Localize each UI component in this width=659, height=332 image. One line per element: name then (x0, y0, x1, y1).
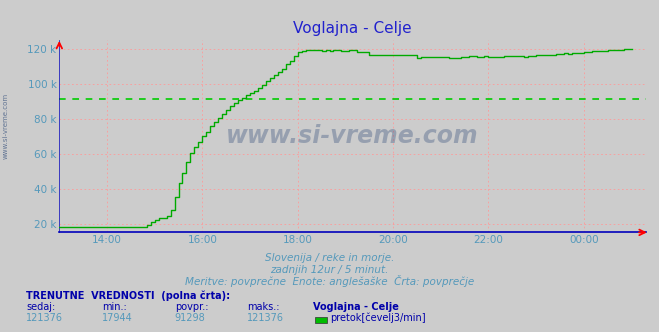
Text: maks.:: maks.: (247, 302, 279, 312)
Text: sedaj:: sedaj: (26, 302, 55, 312)
Text: Slovenija / reke in morje.: Slovenija / reke in morje. (265, 253, 394, 263)
Text: 121376: 121376 (247, 313, 284, 323)
Text: TRENUTNE  VREDNOSTI  (polna črta):: TRENUTNE VREDNOSTI (polna črta): (26, 290, 231, 301)
Text: 91298: 91298 (175, 313, 206, 323)
Text: pretok[čevelj3/min]: pretok[čevelj3/min] (330, 313, 426, 323)
Text: 121376: 121376 (26, 313, 63, 323)
Text: zadnjih 12ur / 5 minut.: zadnjih 12ur / 5 minut. (270, 265, 389, 275)
Text: Voglajna - Celje: Voglajna - Celje (313, 302, 399, 312)
Text: 17944: 17944 (102, 313, 133, 323)
Text: www.si-vreme.com: www.si-vreme.com (2, 93, 9, 159)
Text: min.:: min.: (102, 302, 127, 312)
Text: povpr.:: povpr.: (175, 302, 208, 312)
Text: Meritve: povprečne  Enote: anglešaške  Črta: povprečje: Meritve: povprečne Enote: anglešaške Črt… (185, 275, 474, 287)
Text: www.si-vreme.com: www.si-vreme.com (226, 124, 479, 148)
Title: Voglajna - Celje: Voglajna - Celje (293, 21, 412, 36)
